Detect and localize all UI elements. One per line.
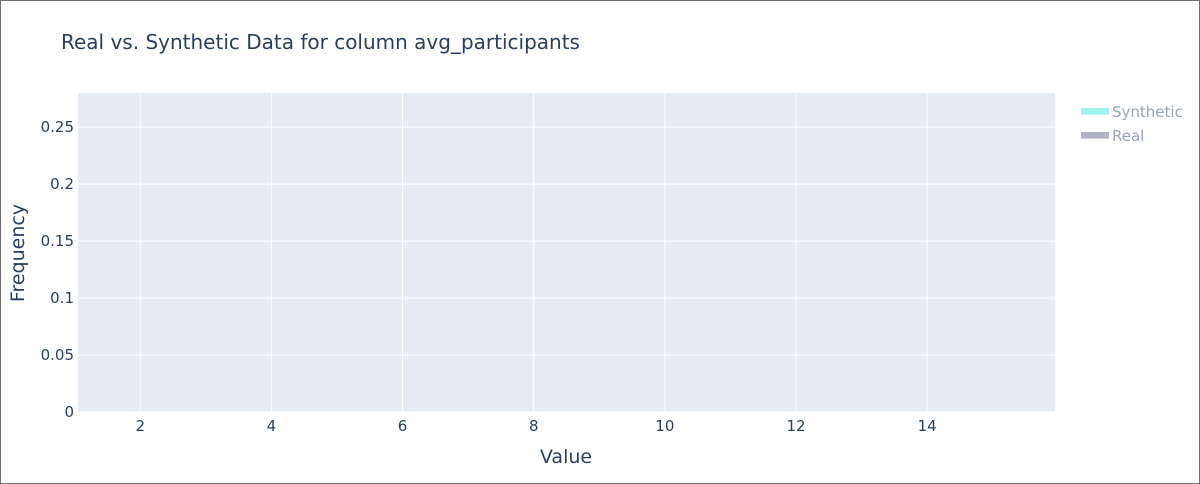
x-tick-label: 12 — [786, 417, 805, 435]
y-tick-label: 0.15 — [41, 232, 74, 250]
x-axis-title: Value — [540, 446, 592, 468]
x-tick-label: 6 — [398, 417, 408, 435]
y-tick-label: 0.25 — [41, 118, 74, 136]
x-tick-label: 10 — [655, 417, 674, 435]
legend[interactable]: Synthetic Real — [1081, 103, 1183, 145]
plot-area — [78, 93, 1055, 412]
x-tick-label: 14 — [918, 417, 937, 435]
y-axis-ticks: 0 0.05 0.1 0.15 0.2 0.25 — [41, 118, 74, 421]
legend-swatch-real[interactable] — [1081, 132, 1109, 138]
legend-label-synthetic[interactable]: Synthetic — [1112, 103, 1183, 121]
y-tick-label: 0.1 — [50, 289, 74, 307]
chart-title: Real vs. Synthetic Data for column avg_p… — [61, 30, 580, 54]
y-axis-title: Frequency — [7, 204, 29, 302]
legend-swatch-synthetic[interactable] — [1081, 108, 1109, 114]
x-tick-label: 4 — [267, 417, 277, 435]
x-tick-label: 8 — [529, 417, 539, 435]
y-tick-label: 0.05 — [41, 346, 74, 364]
y-tick-label: 0.2 — [50, 175, 74, 193]
y-tick-label: 0 — [64, 403, 74, 421]
x-tick-label: 2 — [136, 417, 146, 435]
x-axis-ticks: 2 4 6 8 10 12 14 — [136, 417, 937, 435]
gridlines — [78, 93, 1055, 413]
legend-label-real[interactable]: Real — [1112, 127, 1144, 145]
